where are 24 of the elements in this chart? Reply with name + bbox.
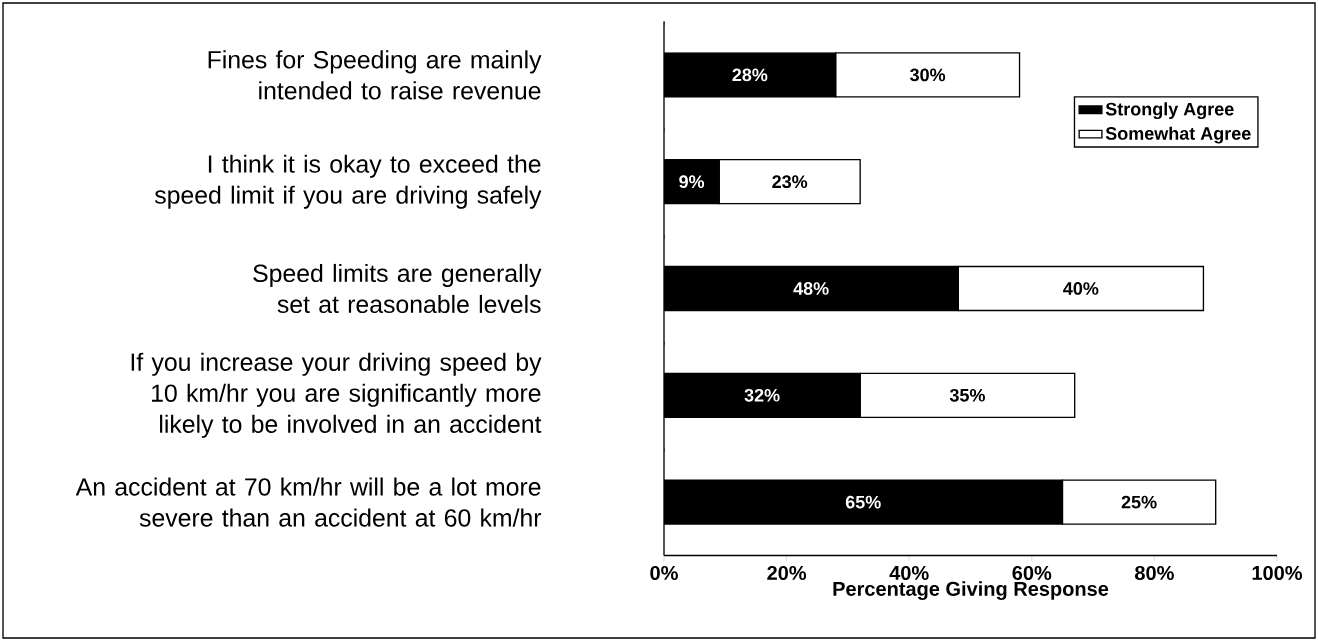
x-tick-label: 0% [650,565,678,581]
y-tick-label: I think it is okay to exceed the speed limit if you are driving safely [154,154,542,209]
data-label: 40% [1063,282,1099,295]
x-tick-label: 80% [1135,565,1174,581]
data-label: 30% [910,68,946,82]
x-tick-label: 40% [889,565,929,581]
legend-label: Somewhat Agree [1105,126,1251,144]
data-label: 9% [679,175,705,189]
y-tick-label: An accident at 70 km/hr will be a lot more severe than an accident at 60 km/hr [75,477,542,527]
data-label: 48% [793,282,829,295]
data-label: 32% [744,388,780,402]
y-tick-label: Speed limits are generally set at reasonable levels [253,263,542,314]
y-tick-label: Fines for Speeding are mainly intended to raise revenue [208,50,542,100]
x-tick-label: 60% [1012,565,1052,581]
data-label: 23% [772,175,808,189]
legend-label: Strongly Agree [1105,102,1234,120]
x-axis-title: Percentage Giving Response [833,581,1109,600]
data-label: 25% [1121,495,1157,509]
data-label: 65% [845,495,881,509]
x-tick-label: 100% [1252,565,1303,581]
x-tick-label: 20% [767,565,807,581]
y-tick-label: If you increase your driving speed by 10 km/hr you are significantly more likely to be involved in an accident [131,352,542,438]
data-label: 28% [732,68,768,82]
data-label: 35% [949,388,985,402]
